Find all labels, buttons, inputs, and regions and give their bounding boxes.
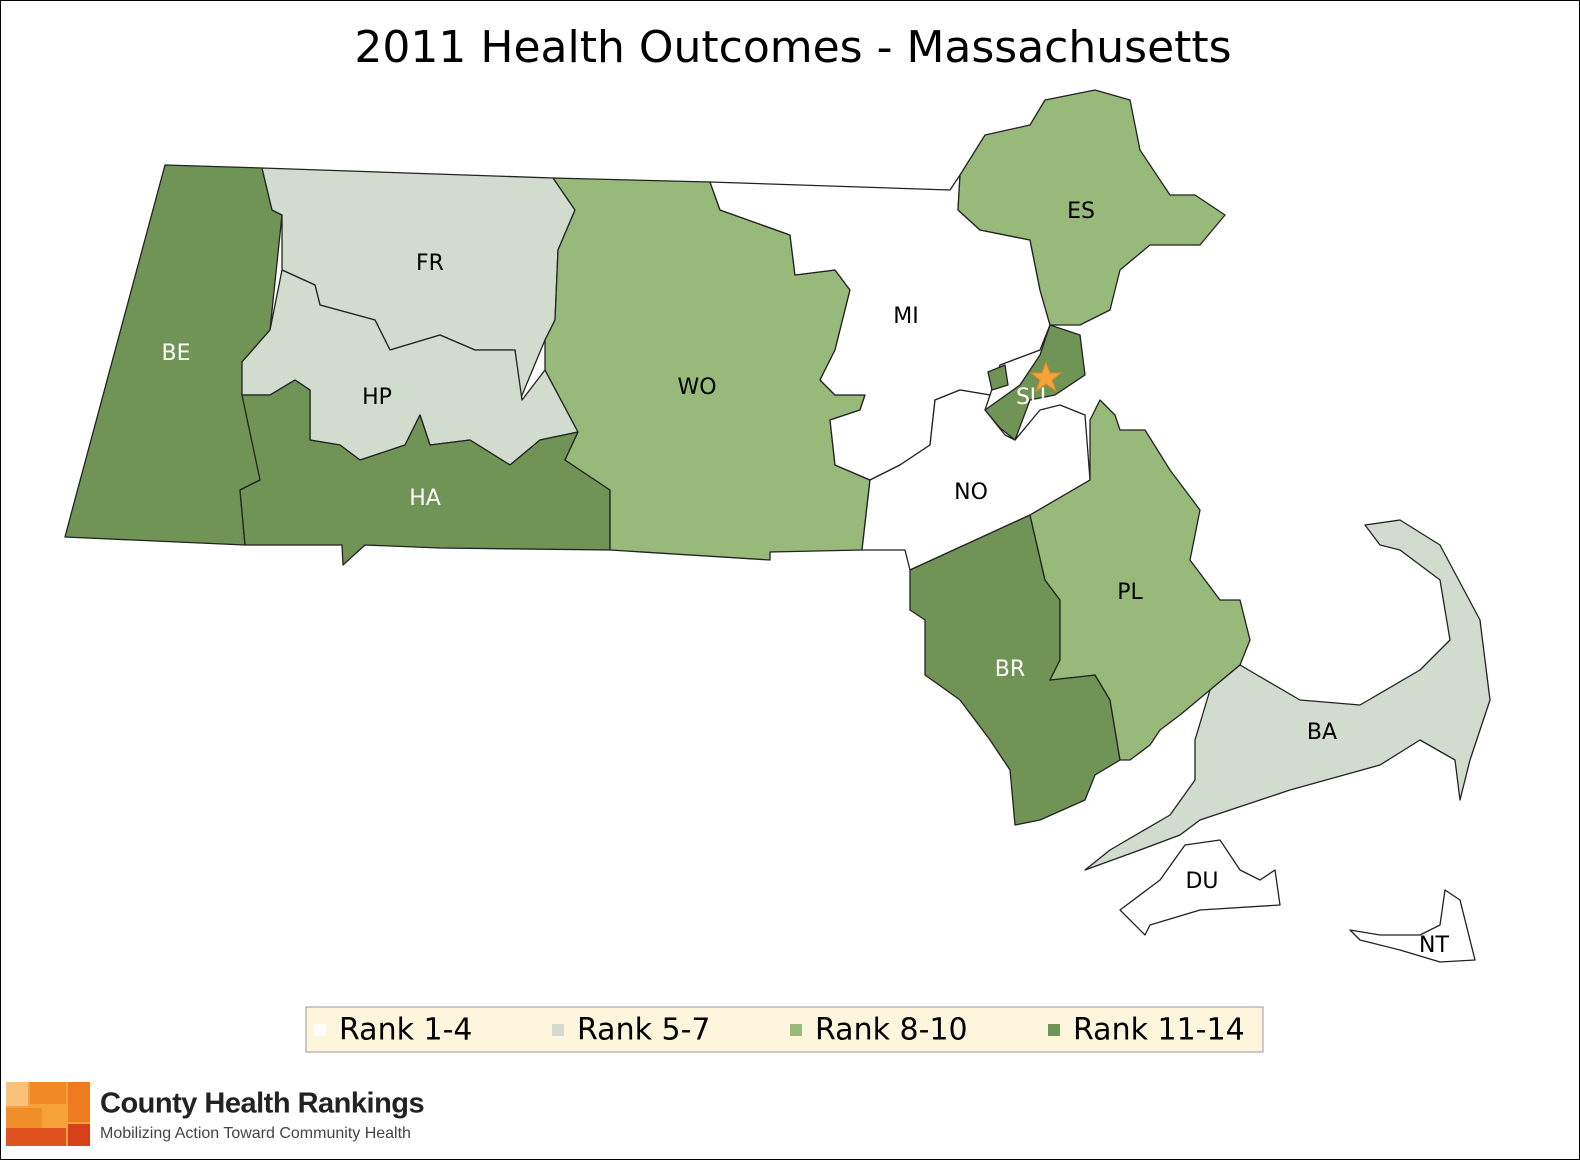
- county-label: PL: [1117, 580, 1143, 605]
- legend-label: Rank 11-14: [1073, 1013, 1245, 1048]
- logo: County Health Rankings Mobilizing Action…: [6, 1082, 425, 1146]
- county: [861, 389, 1091, 571]
- county-label: HP: [362, 385, 392, 410]
- logo-block: [68, 1082, 90, 1122]
- logo-block: [68, 1124, 90, 1146]
- county-label: ES: [1067, 199, 1095, 224]
- logo-block: [6, 1128, 66, 1146]
- legend-label: Rank 5-7: [577, 1013, 711, 1048]
- legend-swatch: [314, 1024, 326, 1036]
- counties: [64, 89, 1491, 963]
- county: [239, 379, 611, 566]
- logo-tagline: Mobilizing Action Toward Community Healt…: [100, 1125, 411, 1142]
- county: [1119, 839, 1281, 936]
- county-label: MI: [893, 304, 918, 329]
- legend-swatch: [790, 1024, 802, 1036]
- legend-box: [305, 1006, 1264, 1053]
- legend: Rank 1-4 Rank 5-7 Rank 8-10 Rank 11-14: [305, 1006, 1264, 1053]
- county-label: SU: [1016, 385, 1046, 410]
- county: [984, 324, 1086, 441]
- logo-block: [6, 1082, 28, 1106]
- county-labels: BE FR HP HA WO MI ES SU NO BR PL BA DU N…: [162, 199, 1450, 958]
- county: [1349, 889, 1476, 963]
- legend-swatch: [1048, 1024, 1060, 1036]
- legend-label: Rank 8-10: [815, 1013, 968, 1048]
- county-label: DU: [1185, 869, 1218, 894]
- county-label: NT: [1419, 933, 1449, 958]
- county: [1084, 519, 1491, 871]
- county-label: NO: [954, 480, 988, 505]
- county-label: BA: [1307, 720, 1337, 745]
- logo-block: [30, 1082, 66, 1104]
- county-label: FR: [416, 251, 444, 276]
- legend-label: Rank 1-4: [339, 1013, 473, 1048]
- map-title: 2011 Health Outcomes - Massachusetts: [354, 22, 1231, 73]
- capital-star: [1029, 360, 1063, 393]
- logo-name: County Health Rankings: [100, 1088, 424, 1120]
- county-label: BR: [995, 657, 1025, 682]
- county: [957, 89, 1226, 326]
- legend-swatch: [552, 1024, 564, 1036]
- county-label: WO: [677, 375, 716, 400]
- county-label: HA: [409, 486, 441, 511]
- county-label: BE: [162, 341, 191, 366]
